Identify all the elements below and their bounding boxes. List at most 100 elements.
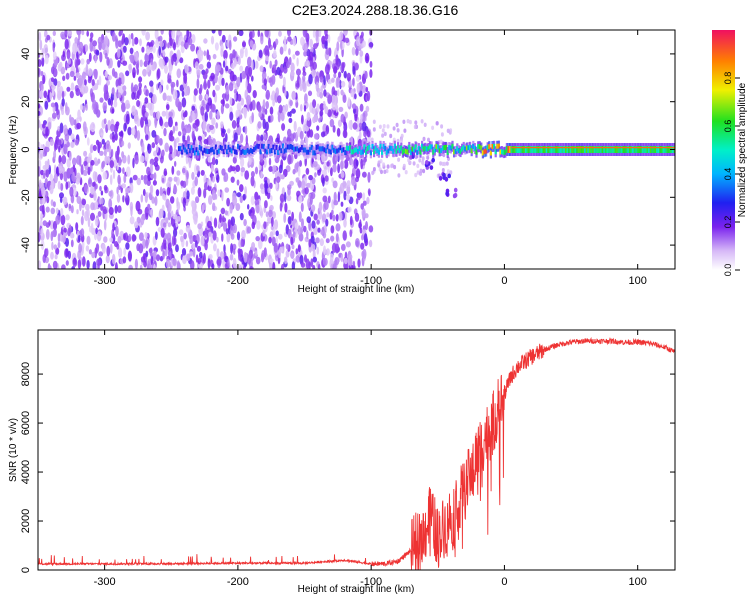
spectrogram-noise-blob	[296, 68, 301, 76]
spectrogram-noise-blob	[65, 102, 68, 112]
spectrogram-noise-blob	[273, 42, 277, 51]
spectrogram-noise-blob	[191, 105, 196, 111]
spectrogram-noise-blob	[129, 54, 135, 64]
y-tick-label: 0	[20, 567, 32, 573]
spectrogram-noise-blob	[365, 105, 370, 113]
spectrogram-noise-blob	[168, 176, 173, 182]
spectrogram-noise-blob	[173, 236, 177, 246]
spectrogram-band-cell	[285, 147, 288, 153]
spectrogram-noise-blob	[255, 204, 260, 214]
spectrogram-noise-blob	[139, 264, 143, 269]
spectrogram-noise-blob	[368, 42, 374, 48]
spectrogram-noise-blob	[233, 88, 238, 95]
spectrogram-noise-blob	[320, 131, 326, 138]
spectrogram-noise-blob	[148, 92, 153, 98]
spectrogram-band-cell	[532, 146, 536, 153]
spectrogram-faint-spot	[400, 138, 403, 143]
spectrogram-band-cell	[368, 144, 371, 150]
spectrogram-noise-blob	[321, 213, 327, 223]
spectrogram-noise-blob	[142, 252, 146, 261]
spectrogram-noise-blob	[45, 126, 48, 137]
spectrogram-noise-blob	[332, 125, 336, 133]
spectrogram-noise-blob	[204, 111, 208, 122]
spectrogram-noise-blob	[355, 238, 360, 248]
spectrogram-noise-blob	[103, 118, 107, 125]
spectrogram-noise-blob	[52, 260, 58, 269]
spectrogram-noise-blob	[113, 100, 118, 108]
spectrogram-noise-blob	[288, 117, 293, 124]
spectrogram-noise-blob	[129, 47, 134, 55]
spectrogram-noise-blob	[343, 159, 349, 169]
spectrogram-noise-blob	[210, 35, 215, 45]
spectrogram-noise-blob	[216, 110, 220, 120]
spectrogram-tail-spot	[447, 173, 452, 179]
spectrogram-noise-blob	[306, 60, 311, 68]
spectrogram-noise-blob	[326, 161, 330, 167]
spectrogram-band-cell	[636, 146, 640, 153]
spectrogram-faint-spot	[408, 119, 412, 125]
spectrogram-noise-blob	[141, 104, 146, 116]
spectrogram-noise-blob	[140, 194, 144, 203]
spectrogram-noise-blob	[167, 203, 172, 213]
spectrogram-noise-blob	[362, 200, 367, 206]
spectrogram-faint-spot	[396, 128, 400, 133]
spectrogram-noise-blob	[71, 171, 76, 182]
spectrogram-band-cell	[216, 149, 219, 155]
spectrogram-noise-blob	[302, 75, 306, 82]
spectrogram-noise-blob	[87, 217, 91, 228]
spectrogram-band-cell	[544, 146, 547, 153]
spectrogram-noise-blob	[343, 30, 348, 36]
spectrogram-noise-blob	[138, 243, 144, 254]
y-tick-label: -40	[20, 237, 32, 253]
spectrogram-band-cell	[477, 144, 480, 150]
spectrogram-noise-blob	[226, 232, 231, 243]
spectrogram-band-cell	[342, 147, 345, 153]
spectrogram-noise-blob	[347, 97, 351, 107]
spectrogram-noise-blob	[263, 157, 267, 168]
spectrogram-band-cell	[609, 146, 612, 153]
spectrogram-noise-blob	[131, 38, 135, 47]
spectrogram-noise-blob	[346, 72, 351, 82]
spectrogram-band-cell	[430, 144, 433, 150]
spectrogram-noise-blob	[185, 198, 189, 207]
spectrogram-noise-blob	[293, 120, 297, 132]
spectrogram-noise-blob	[69, 90, 74, 99]
spectrogram-noise-blob	[170, 81, 176, 88]
spectrogram-band-cell	[278, 145, 281, 151]
spectrogram-noise-blob	[43, 44, 49, 55]
spectrogram-noise-blob	[192, 243, 196, 250]
colorbar-ticks: 0.00.20.40.60.8	[723, 72, 740, 276]
spectrogram-faint-spot	[440, 132, 444, 137]
spectrogram-noise-blob	[56, 90, 62, 101]
spectrogram-band-cell	[237, 143, 240, 149]
spectrogram-band-cell	[389, 145, 392, 151]
spectrogram-noise-blob	[94, 217, 99, 227]
spectrogram-noise-blob	[98, 75, 102, 86]
spectrogram-noise-blob	[103, 84, 107, 94]
spectrogram-noise-blob	[300, 262, 306, 268]
spectrogram-noise-blob	[176, 197, 179, 207]
spectrogram-noise-blob	[272, 165, 277, 172]
spectrogram-noise-blob	[101, 243, 106, 254]
spectrogram-band-cell	[446, 149, 449, 155]
snr-x-ticks: -300 -200 -100 0 100	[94, 330, 647, 588]
spectrogram-noise-blob	[80, 164, 84, 176]
spectrogram-noise-blob	[282, 76, 286, 88]
spectrogram-band-cell	[454, 148, 457, 154]
spectrogram-noise-blob	[332, 180, 338, 189]
spectrogram-noise-blob	[229, 96, 233, 106]
spectrogram-noise-blob	[144, 97, 149, 104]
spectrogram-noise-blob	[38, 232, 41, 243]
spectrogram-band-cell	[596, 146, 600, 153]
spectrogram-noise-blob	[103, 36, 109, 46]
spectrogram-noise-blob	[66, 158, 71, 169]
spectrogram-noise-blob	[83, 85, 89, 94]
spectrogram-band-cell	[644, 146, 648, 153]
spectrogram-noise-blob	[76, 117, 79, 125]
spectrogram-noise-blob	[295, 248, 299, 255]
spectrogram-noise-blob	[84, 44, 89, 52]
x-tick-label: -200	[227, 275, 249, 287]
spectrogram-noise-blob	[132, 174, 138, 181]
spectrogram-noise-blob	[342, 230, 347, 241]
